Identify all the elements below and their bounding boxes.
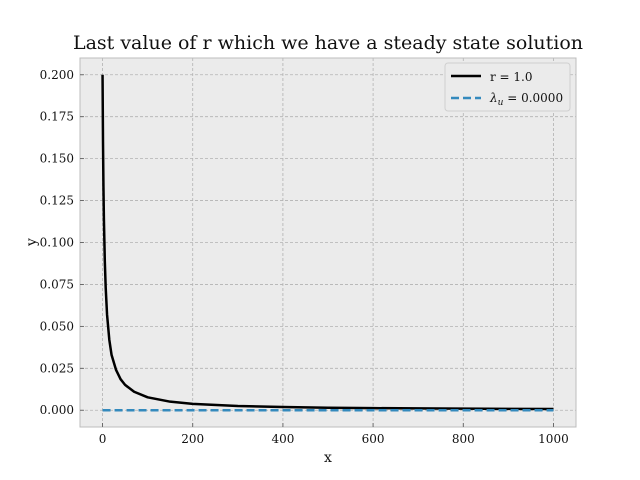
y-tick-label: 0.000 — [40, 403, 74, 417]
y-tick-label: 0.025 — [40, 361, 74, 375]
legend-label-series-1: r = 1.0 — [490, 70, 533, 84]
y-axis-label: y — [24, 238, 40, 247]
x-axis-label: x — [324, 450, 332, 466]
y-tick-label: 0.175 — [40, 110, 74, 124]
x-tick-label: 400 — [271, 432, 294, 446]
x-tick-label: 800 — [452, 432, 475, 446]
y-tick-label: 0.075 — [40, 277, 74, 291]
chart-title: Last value of r which we have a steady s… — [73, 32, 583, 54]
x-tick-label: 1000 — [538, 432, 569, 446]
legend-label-series-2-subscript: u — [498, 98, 504, 108]
series-line-1 — [101, 74, 554, 411]
y-tick-label: 0.100 — [40, 236, 74, 250]
legend-label-series-2: λu = 0.0000 — [489, 91, 563, 108]
y-axis-ticks: 0.000 0.025 0.050 0.075 0.100 0.125 0.150 0.175… — [40, 68, 84, 417]
x-tick-label: 600 — [362, 432, 385, 446]
legend-label-series-2-value: = 0.0000 — [503, 91, 563, 105]
legend: r = 1.0 λu = 0.0000 — [444, 62, 571, 112]
legend-label-series-2-symbol: λ — [489, 91, 498, 105]
y-tick-label: 0.050 — [40, 319, 74, 333]
series-group — [101, 74, 554, 412]
x-axis-ticks: 0 200 400 600 800 1000 — [99, 423, 569, 446]
y-tick-label: 0.200 — [40, 68, 74, 82]
x-tick-label: 0 — [99, 432, 107, 446]
y-tick-label: 0.150 — [40, 152, 74, 166]
x-tick-label: 200 — [181, 432, 204, 446]
y-tick-label: 0.125 — [40, 194, 74, 208]
